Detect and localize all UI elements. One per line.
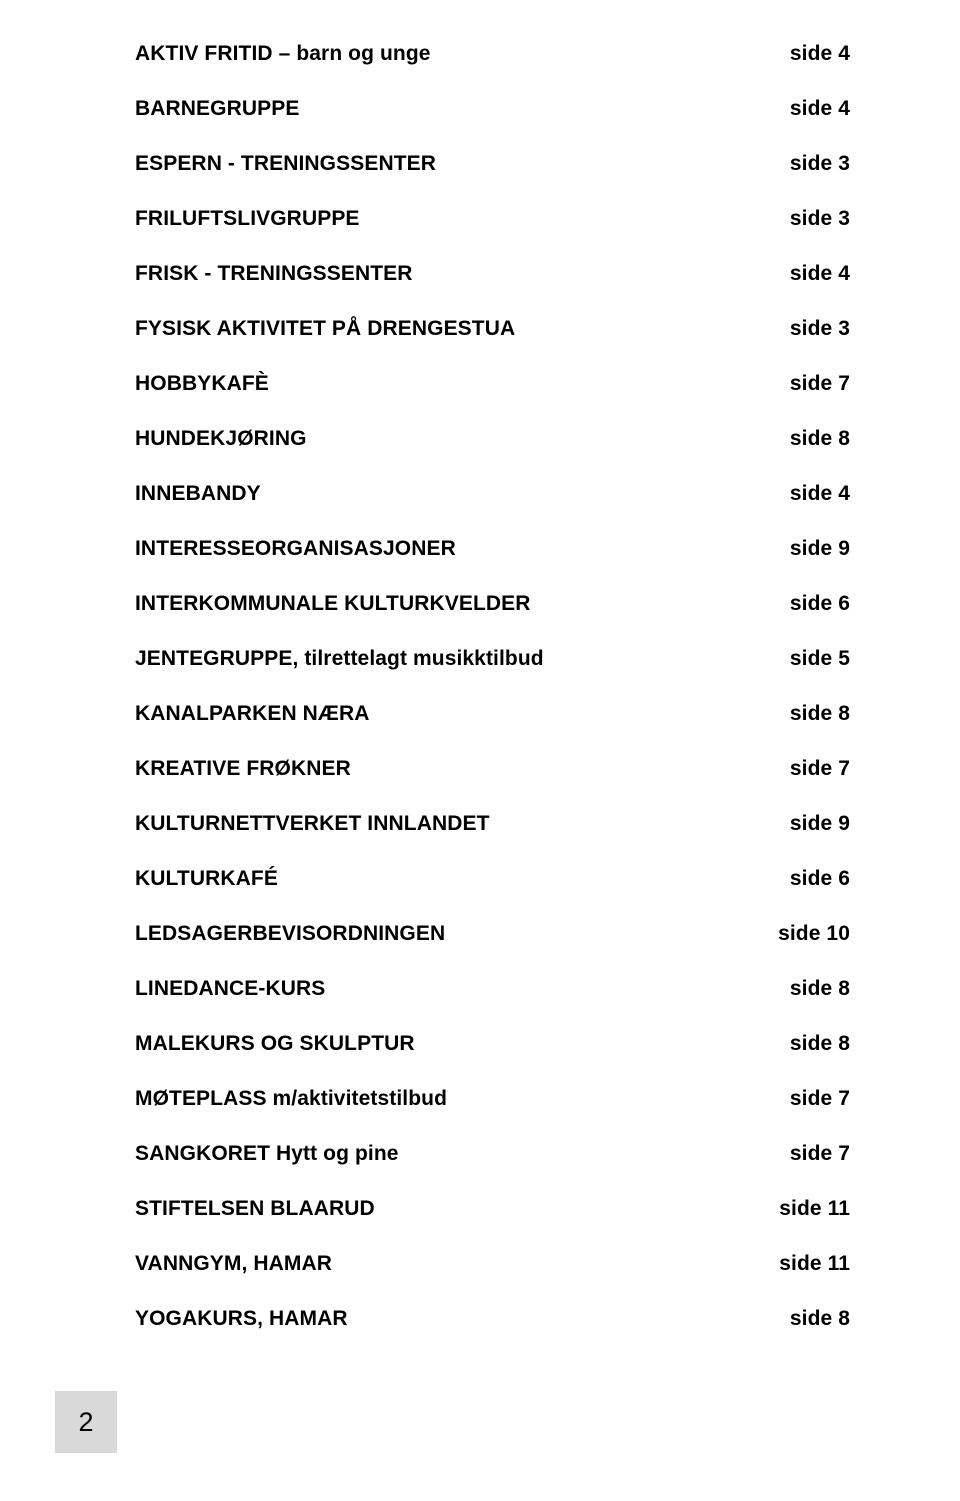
- toc-entry-label: FRISK - TRENINGSSENTER: [135, 262, 790, 286]
- toc-row: SANGKORET Hytt og pineside 7: [135, 1142, 850, 1166]
- toc-row: KULTURKAFÉside 6: [135, 867, 850, 891]
- toc-row: KULTURNETTVERKET INNLANDETside 9: [135, 812, 850, 836]
- toc-row: STIFTELSEN BLAARUDside 11: [135, 1197, 850, 1221]
- toc-entry-page: side 8: [790, 427, 850, 451]
- toc-entry-page: side 8: [790, 1307, 850, 1331]
- toc-entry-page: side 7: [790, 372, 850, 396]
- toc-entry-label: LINEDANCE-KURS: [135, 977, 790, 1001]
- toc-row: LINEDANCE-KURSside 8: [135, 977, 850, 1001]
- toc-entry-page: side 7: [790, 1142, 850, 1166]
- toc-row: FRILUFTSLIVGRUPPEside 3: [135, 207, 850, 231]
- page-number-badge: 2: [55, 1391, 117, 1453]
- toc-entry-page: side 4: [790, 262, 850, 286]
- toc-entry-label: KULTURNETTVERKET INNLANDET: [135, 812, 790, 836]
- page-number: 2: [78, 1407, 93, 1438]
- document-page: AKTIV FRITID – barn og ungeside 4BARNEGR…: [0, 0, 960, 1501]
- toc-entry-page: side 6: [790, 592, 850, 616]
- toc-list: AKTIV FRITID – barn og ungeside 4BARNEGR…: [135, 42, 850, 1331]
- toc-row: YOGAKURS, HAMARside 8: [135, 1307, 850, 1331]
- toc-entry-label: KULTURKAFÉ: [135, 867, 790, 891]
- toc-entry-label: HOBBYKAFÈ: [135, 372, 790, 396]
- toc-entry-label: VANNGYM, HAMAR: [135, 1252, 779, 1276]
- toc-entry-page: side 8: [790, 977, 850, 1001]
- toc-entry-label: KANALPARKEN NÆRA: [135, 702, 790, 726]
- toc-row: INTERKOMMUNALE KULTURKVELDERside 6: [135, 592, 850, 616]
- toc-entry-page: side 8: [790, 702, 850, 726]
- toc-row: FYSISK AKTIVITET PÅ DRENGESTUAside 3: [135, 317, 850, 341]
- toc-entry-label: STIFTELSEN BLAARUD: [135, 1197, 779, 1221]
- toc-entry-label: LEDSAGERBEVISORDNINGEN: [135, 922, 778, 946]
- toc-entry-page: side 7: [790, 1087, 850, 1111]
- toc-entry-page: side 4: [790, 97, 850, 121]
- toc-entry-label: INNEBANDY: [135, 482, 790, 506]
- toc-row: VANNGYM, HAMARside 11: [135, 1252, 850, 1276]
- toc-row: HOBBYKAFÈside 7: [135, 372, 850, 396]
- toc-row: LEDSAGERBEVISORDNINGENside 10: [135, 922, 850, 946]
- toc-entry-label: ESPERN - TRENINGSSENTER: [135, 152, 790, 176]
- toc-entry-page: side 4: [790, 42, 850, 66]
- toc-entry-page: side 11: [779, 1197, 850, 1221]
- toc-row: HUNDEKJØRINGside 8: [135, 427, 850, 451]
- toc-row: ESPERN - TRENINGSSENTERside 3: [135, 152, 850, 176]
- toc-entry-label: HUNDEKJØRING: [135, 427, 790, 451]
- toc-entry-page: side 7: [790, 757, 850, 781]
- toc-row: BARNEGRUPPEside 4: [135, 97, 850, 121]
- toc-entry-label: MALEKURS OG SKULPTUR: [135, 1032, 790, 1056]
- toc-row: INNEBANDYside 4: [135, 482, 850, 506]
- toc-entry-label: FYSISK AKTIVITET PÅ DRENGESTUA: [135, 317, 790, 341]
- toc-entry-page: side 4: [790, 482, 850, 506]
- toc-entry-page: side 8: [790, 1032, 850, 1056]
- toc-entry-page: side 10: [778, 922, 850, 946]
- toc-entry-label: FRILUFTSLIVGRUPPE: [135, 207, 790, 231]
- toc-row: INTERESSEORGANISASJONERside 9: [135, 537, 850, 561]
- toc-entry-label: MØTEPLASS m/aktivitetstilbud: [135, 1087, 790, 1111]
- toc-entry-label: JENTEGRUPPE, tilrettelagt musikktilbud: [135, 647, 790, 671]
- toc-row: KREATIVE FRØKNERside 7: [135, 757, 850, 781]
- toc-row: JENTEGRUPPE, tilrettelagt musikktilbudsi…: [135, 647, 850, 671]
- toc-entry-label: INTERESSEORGANISASJONER: [135, 537, 790, 561]
- toc-row: AKTIV FRITID – barn og ungeside 4: [135, 42, 850, 66]
- toc-entry-label: KREATIVE FRØKNER: [135, 757, 790, 781]
- toc-entry-label: INTERKOMMUNALE KULTURKVELDER: [135, 592, 790, 616]
- toc-entry-label: SANGKORET Hytt og pine: [135, 1142, 790, 1166]
- toc-entry-page: side 11: [779, 1252, 850, 1276]
- toc-entry-page: side 9: [790, 537, 850, 561]
- toc-entry-label: BARNEGRUPPE: [135, 97, 790, 121]
- toc-entry-page: side 9: [790, 812, 850, 836]
- toc-row: FRISK - TRENINGSSENTERside 4: [135, 262, 850, 286]
- toc-row: KANALPARKEN NÆRAside 8: [135, 702, 850, 726]
- toc-entry-page: side 3: [790, 207, 850, 231]
- toc-entry-page: side 3: [790, 152, 850, 176]
- toc-entry-label: YOGAKURS, HAMAR: [135, 1307, 790, 1331]
- toc-entry-page: side 3: [790, 317, 850, 341]
- toc-entry-label: AKTIV FRITID – barn og unge: [135, 42, 790, 66]
- toc-entry-page: side 5: [790, 647, 850, 671]
- toc-entry-page: side 6: [790, 867, 850, 891]
- toc-row: MØTEPLASS m/aktivitetstilbudside 7: [135, 1087, 850, 1111]
- toc-row: MALEKURS OG SKULPTURside 8: [135, 1032, 850, 1056]
